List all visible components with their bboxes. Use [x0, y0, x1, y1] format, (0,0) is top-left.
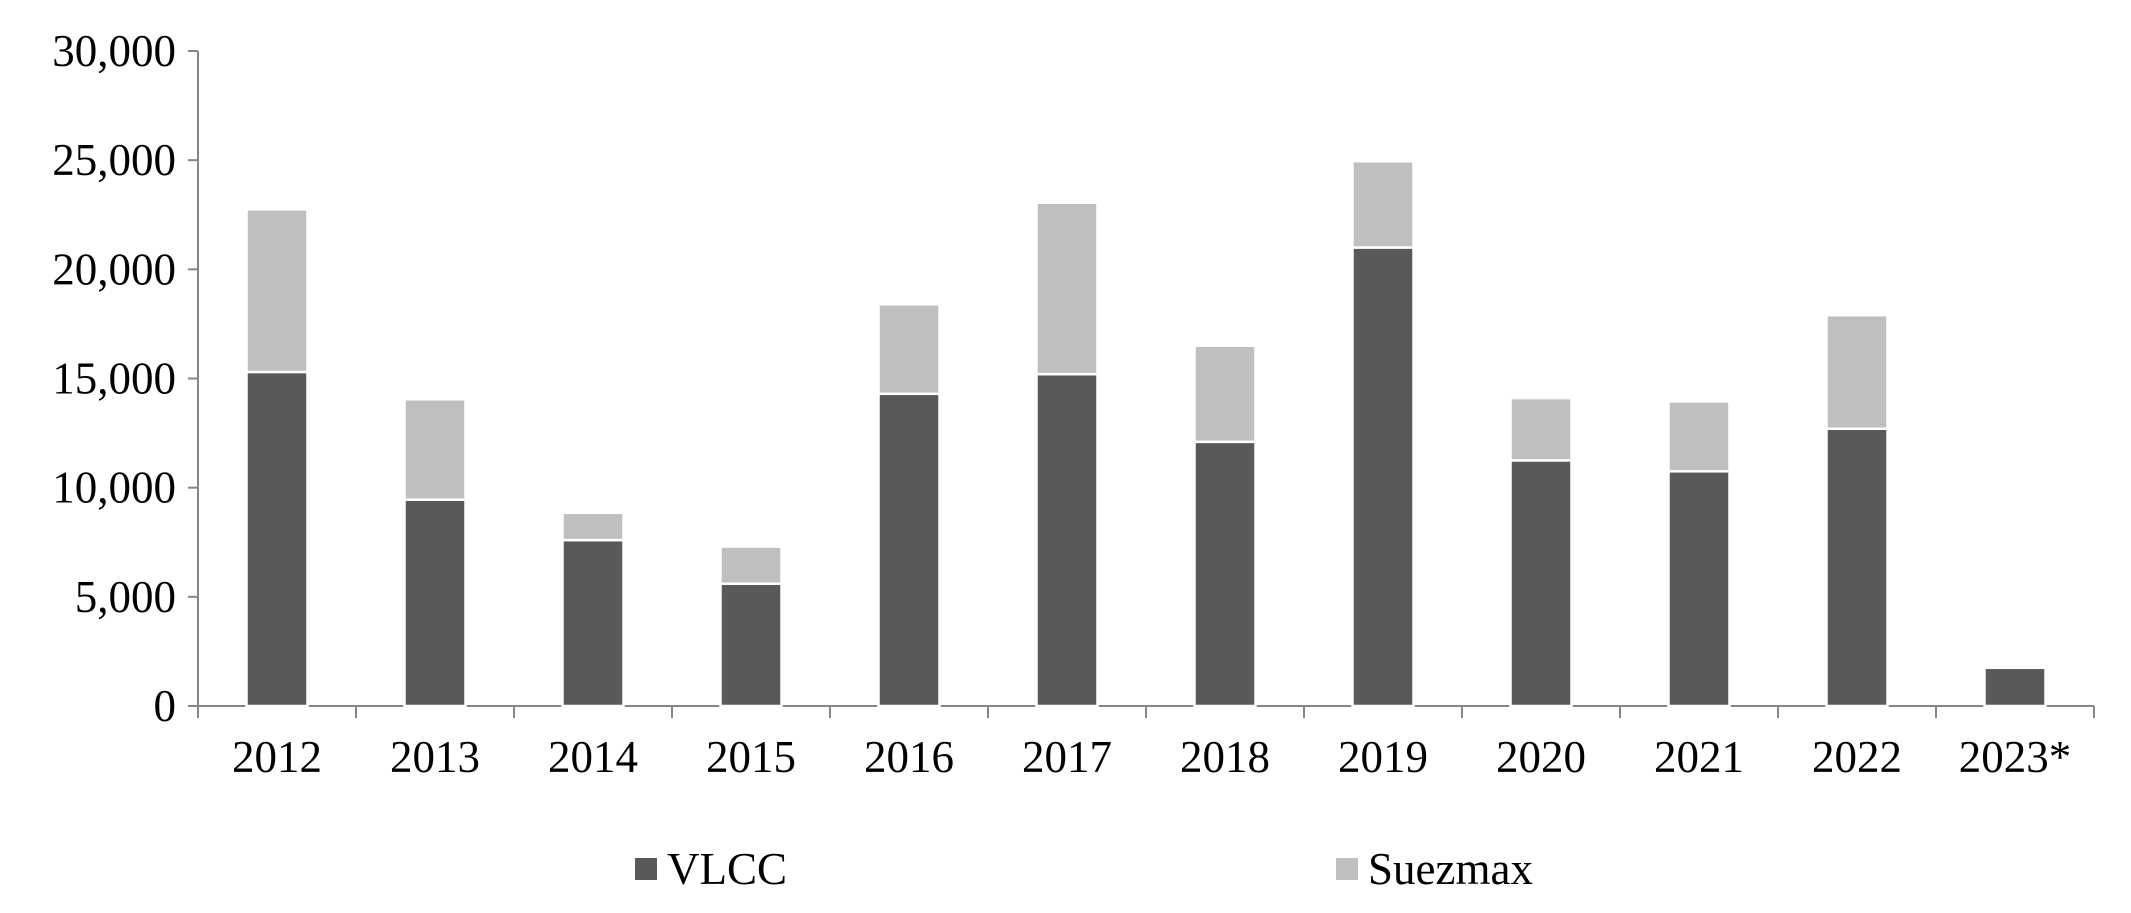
x-tick-label: 2020: [1496, 732, 1586, 782]
x-tick-label: 2023*: [1959, 732, 2072, 782]
x-tick-label: 2019: [1338, 732, 1428, 782]
legend-item-vlcc: VLCC: [635, 844, 787, 894]
bar-suezmax: [1035, 201, 1099, 376]
bar-stack: [1035, 201, 1099, 708]
bars: [245, 160, 2047, 708]
bar-stack: [1825, 313, 1889, 708]
bar-stack: [1983, 666, 2047, 708]
bar-stack: [1193, 344, 1257, 708]
bar-vlcc: [1667, 470, 1731, 708]
x-tick-label: 2013: [390, 732, 480, 782]
bar-vlcc: [245, 370, 309, 708]
x-axis: 2012 2013 2014 2015 2016 2017 2018 2019 2020 2021…: [197, 705, 2095, 782]
x-tick-label: 2016: [864, 732, 954, 782]
legend-label: VLCC: [667, 844, 787, 894]
x-tick-label: 2021: [1654, 732, 1744, 782]
bar-stack: [719, 545, 783, 708]
y-tick-label: 25,000: [52, 135, 176, 185]
y-tick-label: 10,000: [52, 463, 176, 513]
legend-item-suezmax: Suezmax: [1336, 844, 1533, 894]
bar-suezmax: [1351, 160, 1415, 249]
bar-vlcc: [1193, 440, 1257, 708]
y-tick-label: 30,000: [52, 26, 176, 76]
bar-stack: [403, 397, 467, 708]
bar-stack: [245, 208, 309, 708]
x-tick-label: 2017: [1022, 732, 1112, 782]
bar-vlcc: [1351, 246, 1415, 708]
y-tick-label: 5,000: [75, 572, 176, 622]
legend-swatch: [1336, 858, 1358, 880]
bar-vlcc: [877, 392, 941, 708]
bar-vlcc: [403, 498, 467, 708]
bar-vlcc: [719, 582, 783, 708]
bar-suezmax: [1667, 400, 1731, 473]
bar-suezmax: [1509, 396, 1573, 462]
bar-suezmax: [245, 208, 309, 374]
bar-vlcc: [561, 538, 625, 708]
bar-vlcc: [1035, 372, 1099, 708]
legend-label: Suezmax: [1368, 844, 1533, 894]
x-tick-label: 2022: [1812, 732, 1902, 782]
x-tick-label: 2015: [706, 732, 796, 782]
x-tick-label: 2018: [1180, 732, 1270, 782]
bar-stack: [877, 303, 941, 708]
bar-vlcc: [1509, 459, 1573, 708]
bar-stack: [1667, 400, 1731, 708]
bar-stack: [1351, 160, 1415, 708]
bar-suezmax: [877, 303, 941, 396]
y-tick-label: 15,000: [52, 354, 176, 404]
x-tick-label: 2014: [548, 732, 638, 782]
bar-suezmax: [561, 511, 625, 542]
bar-suezmax: [1825, 313, 1889, 430]
x-tick-label: 2012: [232, 732, 322, 782]
legend: VLCC Suezmax: [635, 844, 1533, 894]
y-axis: 0 5,000 10,000 15,000 20,000 25,000 30,000: [52, 26, 199, 731]
legend-swatch: [635, 858, 657, 880]
bar-vlcc: [1825, 427, 1889, 708]
bar-suezmax: [719, 545, 783, 585]
bar-suezmax: [403, 397, 467, 501]
bar-vlcc: [1983, 666, 2047, 708]
bar-suezmax: [1193, 344, 1257, 444]
y-tick-label: 0: [154, 681, 177, 731]
y-tick-label: 20,000: [52, 244, 176, 294]
bar-stack: [561, 511, 625, 708]
bar-stack: [1509, 396, 1573, 708]
